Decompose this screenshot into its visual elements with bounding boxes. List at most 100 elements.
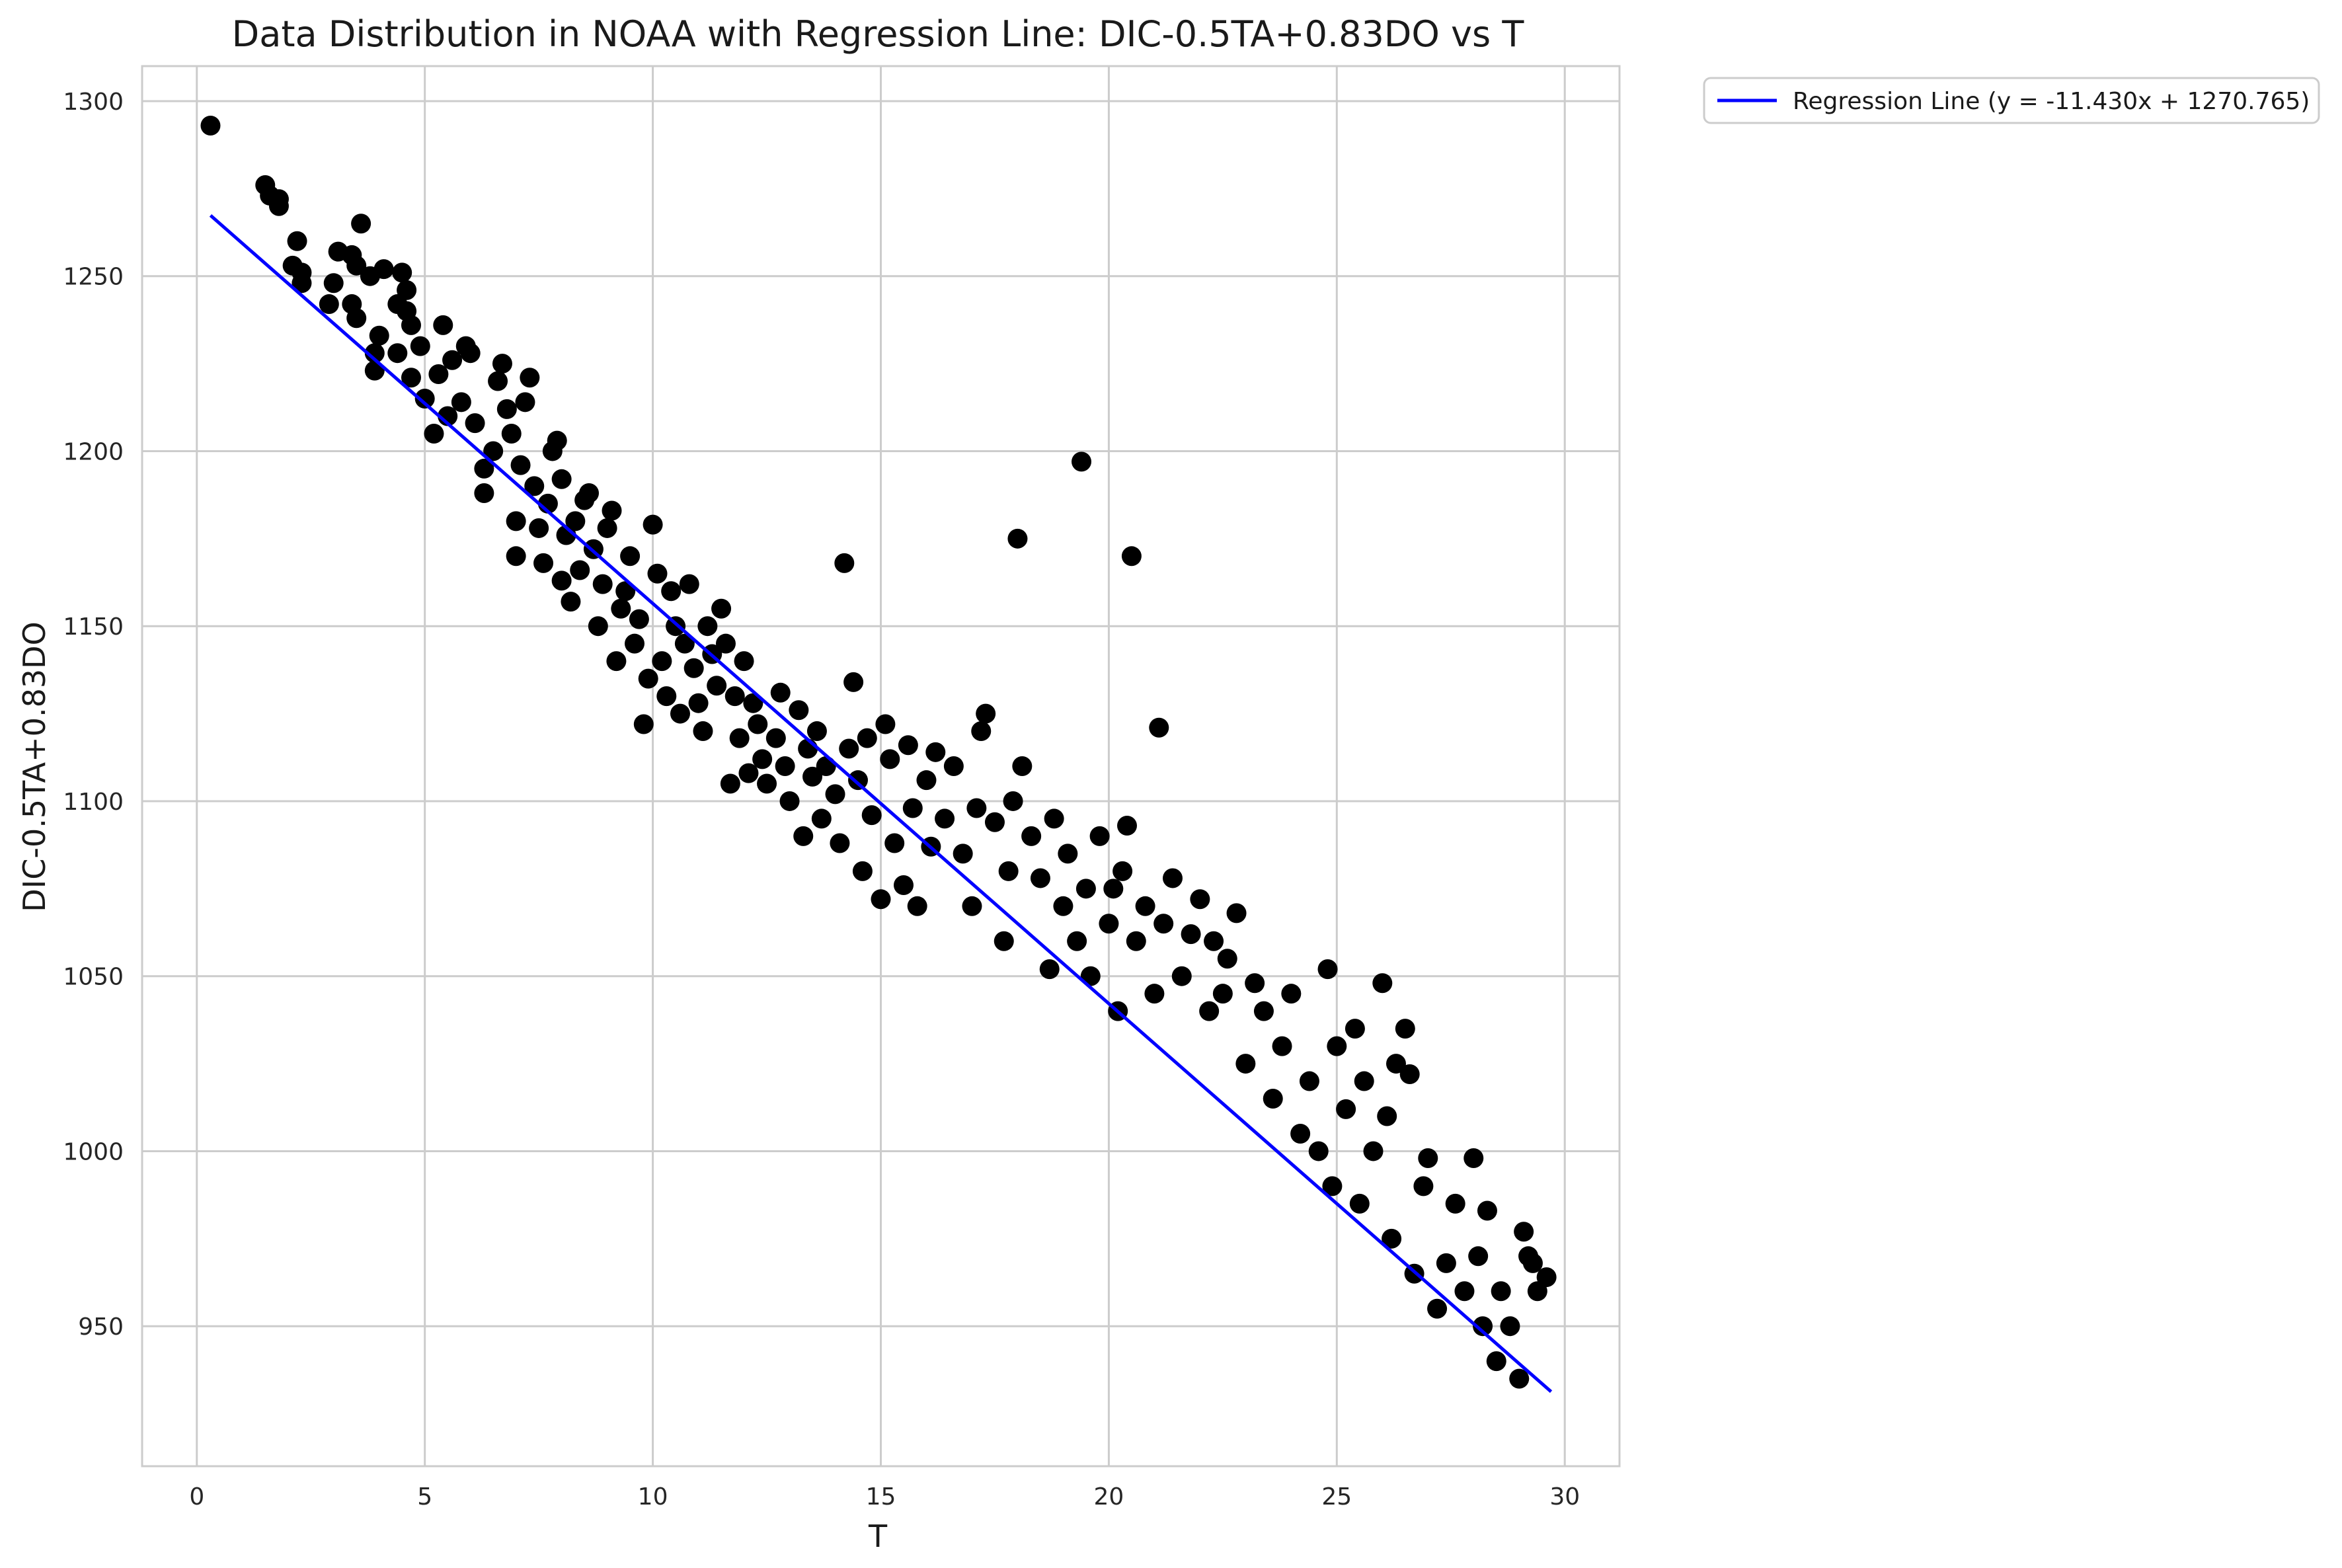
data-point	[1272, 1036, 1292, 1056]
data-point	[793, 826, 814, 846]
data-point	[1217, 949, 1237, 969]
data-point	[994, 931, 1014, 951]
data-point	[1072, 451, 1092, 472]
data-point	[387, 343, 408, 364]
data-point	[1386, 1054, 1406, 1074]
y-tick-label: 1000	[63, 1138, 124, 1165]
data-point	[1212, 984, 1233, 1004]
data-point	[1007, 528, 1028, 549]
data-point	[1509, 1368, 1530, 1389]
data-point	[465, 413, 485, 434]
x-tick-label: 30	[1549, 1483, 1580, 1510]
x-tick-label: 10	[638, 1483, 668, 1510]
data-point	[1473, 1316, 1493, 1337]
data-point	[364, 343, 385, 364]
data-point	[428, 364, 449, 384]
x-axis-label: T	[868, 1518, 888, 1554]
data-point	[1030, 868, 1050, 888]
data-point	[1322, 1176, 1343, 1196]
data-point	[1263, 1089, 1283, 1109]
data-point	[611, 598, 631, 619]
data-point	[1044, 808, 1064, 829]
y-tick-label: 1150	[63, 613, 124, 641]
data-point	[1491, 1281, 1511, 1302]
grid-lines	[142, 66, 1620, 1466]
data-point	[1436, 1253, 1456, 1273]
data-point	[724, 686, 745, 707]
data-point	[319, 294, 339, 315]
x-tick-label: 25	[1321, 1483, 1352, 1510]
data-point	[1464, 1148, 1484, 1169]
y-axis-label: DIC-0.5TA+0.83DO	[17, 621, 52, 912]
data-point	[346, 255, 367, 276]
data-point	[1089, 826, 1110, 846]
data-point	[414, 389, 435, 409]
data-point	[688, 693, 709, 713]
y-tick-label: 950	[78, 1313, 124, 1341]
data-point	[474, 458, 494, 479]
data-point	[1514, 1222, 1534, 1242]
x-tick-label: 0	[189, 1483, 204, 1510]
data-point	[1477, 1200, 1497, 1221]
legend: Regression Line (y = -11.430x + 1270.765…	[1703, 77, 2320, 124]
data-point	[848, 770, 869, 791]
data-point	[971, 721, 992, 742]
data-point	[757, 773, 777, 794]
data-point	[1245, 973, 1265, 994]
data-point	[966, 798, 987, 818]
data-point	[506, 511, 526, 531]
data-point	[1349, 1193, 1370, 1214]
data-point	[442, 350, 463, 370]
data-point	[765, 728, 786, 748]
data-point	[1354, 1071, 1374, 1091]
data-point	[1099, 914, 1119, 934]
data-point	[529, 518, 549, 538]
chart-title: Data Distribution in NOAA with Regressio…	[232, 13, 1525, 55]
data-point	[715, 633, 736, 654]
data-point	[779, 791, 800, 811]
data-point	[501, 423, 522, 444]
data-point	[843, 672, 864, 692]
data-point	[1204, 931, 1224, 951]
data-point	[496, 399, 517, 419]
data-point	[1121, 546, 1142, 567]
data-point	[852, 861, 873, 881]
data-point	[551, 469, 572, 489]
data-point	[1281, 984, 1302, 1004]
y-tick-label: 1200	[63, 438, 124, 465]
data-point	[351, 214, 371, 234]
data-point	[1308, 1141, 1329, 1161]
data-point	[625, 633, 644, 654]
data-point	[1345, 1019, 1365, 1039]
data-point	[861, 805, 882, 826]
data-point	[1190, 889, 1210, 910]
regression-line	[209, 214, 1553, 1393]
data-point	[738, 763, 759, 783]
data-point	[570, 560, 590, 580]
regression-line-layer	[209, 214, 1553, 1393]
data-point	[451, 392, 471, 412]
data-point	[1126, 931, 1146, 951]
data-point	[697, 616, 718, 637]
data-point	[1144, 984, 1165, 1004]
data-point	[268, 196, 289, 216]
data-point	[825, 784, 845, 804]
data-point	[1253, 1001, 1274, 1021]
data-point	[775, 756, 795, 776]
data-point	[1382, 1228, 1402, 1249]
plot-frame	[141, 65, 1621, 1468]
data-point	[802, 766, 823, 787]
data-point	[1427, 1298, 1448, 1319]
data-point	[830, 833, 850, 853]
data-point	[1299, 1071, 1319, 1091]
data-point	[1399, 1064, 1420, 1084]
data-point	[629, 609, 649, 629]
data-point	[729, 728, 750, 748]
data-point	[1486, 1351, 1506, 1372]
data-point	[707, 676, 727, 696]
data-point	[520, 368, 540, 388]
data-point	[638, 668, 658, 689]
data-point	[492, 354, 512, 374]
data-point	[1500, 1316, 1520, 1337]
